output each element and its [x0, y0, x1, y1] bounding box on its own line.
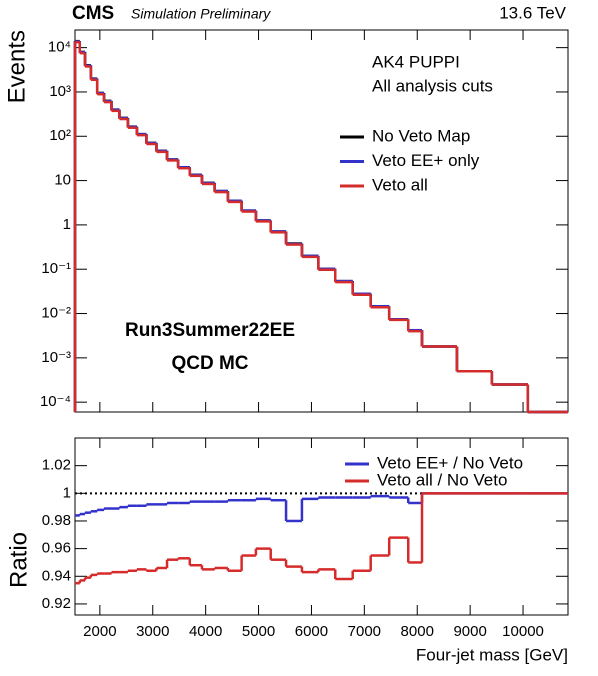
experiment: CMS: [72, 3, 114, 24]
annotation: QCD MC: [171, 353, 248, 374]
y-axis-title: Ratio: [5, 532, 32, 588]
y-tick-label: 1: [63, 484, 71, 501]
x-tick-label: 10000: [502, 623, 544, 640]
plot-frame: [74, 29, 569, 413]
y-tick-label: 10⁻³: [41, 349, 71, 366]
subtitle: Simulation Preliminary: [131, 6, 271, 22]
y-tick-label: 10⁻²: [41, 305, 71, 322]
y-tick-label: 1.02: [42, 457, 71, 474]
x-tick-label: 9000: [453, 623, 486, 640]
y-tick-label: 0.98: [42, 512, 71, 529]
y-tick-label: 0.92: [42, 595, 71, 612]
y-tick-label: 10²: [49, 127, 71, 144]
step-connector: [78, 493, 424, 584]
x-tick-label: 7000: [348, 623, 381, 640]
y-tick-label: 10³: [49, 83, 71, 100]
legend-label: Veto EE+ only: [372, 151, 480, 170]
x-tick-label: 2000: [83, 623, 116, 640]
step-connector: [73, 41, 530, 412]
step-connector: [78, 493, 424, 521]
x-tick-label: 6000: [295, 623, 328, 640]
legend-label: Veto all: [372, 175, 428, 194]
energy: 13.6 TeV: [499, 3, 566, 22]
y-tick-label: 1: [63, 216, 71, 233]
annotation: Run3Summer22EE: [125, 320, 295, 341]
y-axis-title: Events: [3, 30, 30, 103]
annotation: All analysis cuts: [372, 76, 493, 95]
legend-label: Veto EE+ / No Veto: [377, 453, 523, 472]
y-tick-label: 10⁻⁴: [40, 393, 71, 410]
annotation: AK4 PUPPI: [372, 52, 460, 71]
y-tick-label: 10: [54, 172, 71, 189]
x-tick-label: 5000: [242, 623, 275, 640]
y-tick-label: 10⁴: [48, 39, 71, 56]
x-axis-title: Four-jet mass [GeV]: [416, 645, 568, 664]
plot-frame: [74, 437, 569, 616]
x-tick-label: 8000: [401, 623, 434, 640]
step-connector: [73, 41, 530, 412]
step-connector: [73, 42, 530, 412]
y-tick-label: 10⁻¹: [41, 260, 71, 277]
y-tick-label: 0.94: [42, 567, 71, 584]
x-tick-label: 4000: [189, 623, 222, 640]
legend-label: No Veto Map: [372, 126, 470, 145]
legend-label: Veto all / No Veto: [377, 470, 507, 489]
y-tick-label: 0.96: [42, 540, 71, 557]
x-tick-label: 3000: [136, 623, 169, 640]
